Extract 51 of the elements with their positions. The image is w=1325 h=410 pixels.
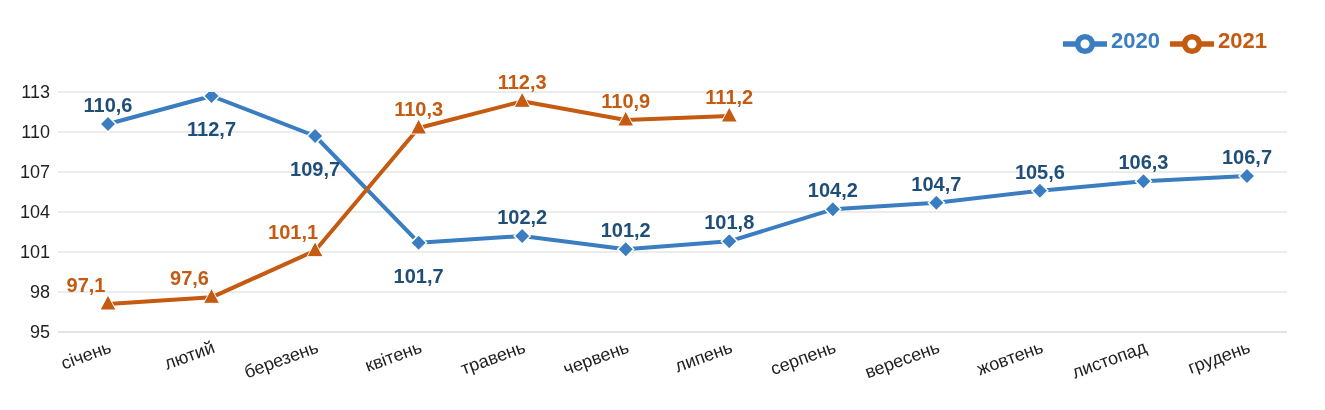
x-tick-label: грудень [1185,336,1253,378]
data-label: 111,2 [705,86,754,108]
data-label: 106,7 [1221,146,1273,168]
point [99,115,117,133]
point [720,106,738,123]
x-tick-label: квітень [362,336,425,376]
data-label: 101,7 [393,264,444,287]
x-tick-label: січень [58,336,114,374]
x-tick-label: липень [672,336,736,377]
data-label: 112,3 [497,71,547,94]
point [616,240,635,259]
y-tick-label: 101 [19,242,50,263]
x-tick-label: травень [458,336,528,379]
data-label: 97,1 [66,274,106,296]
point [1238,167,1256,185]
data-label: 101,1 [268,220,319,243]
data-label: 110,6 [83,94,133,116]
x-tick-label: лютий [161,336,218,374]
point [410,118,428,135]
legend-label: 2020 [1111,28,1161,54]
point [306,127,324,145]
data-label: 112,7 [187,118,237,140]
data-label: 101,8 [704,211,755,234]
legend-label: 2021 [1218,28,1267,54]
data-label: 101,2 [600,219,651,242]
y-tick-label: 113 [21,82,50,103]
data-label: 110,9 [601,90,651,112]
point [1134,172,1153,191]
point [306,241,324,258]
y-tick-label: 104 [19,202,50,223]
point [203,287,221,304]
point [617,110,635,127]
point [824,200,842,219]
point [720,232,739,251]
data-label: 105,6 [1014,160,1065,183]
y-tick-label: 98 [29,282,50,303]
point [513,92,531,108]
data-label: 104,7 [911,172,962,195]
y-tick-label: 110 [21,122,50,143]
data-label: 104,2 [807,179,858,202]
y-tick-label: 95 [29,322,50,343]
x-tick-label: серпень [767,336,839,380]
data-label: 109,7 [290,158,341,180]
data-label: 102,2 [497,206,548,228]
data-label: 106,3 [1118,151,1169,174]
data-label: 97,6 [170,267,210,290]
point [99,294,117,311]
data-label: 110,3 [394,98,444,120]
point [513,227,531,245]
x-tick-label: червень [560,336,632,380]
y-tick-label: 107 [19,162,50,183]
